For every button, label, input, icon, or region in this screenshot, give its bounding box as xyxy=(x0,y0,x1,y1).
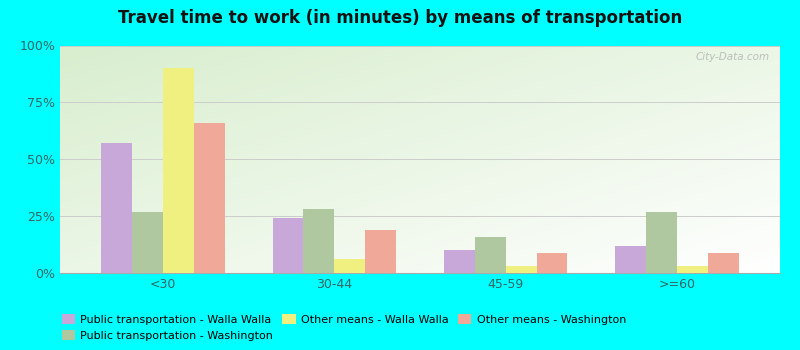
Bar xyxy=(132,211,163,273)
Bar xyxy=(615,246,646,273)
Bar xyxy=(334,259,365,273)
Bar xyxy=(475,237,506,273)
Bar xyxy=(708,253,739,273)
Bar xyxy=(506,266,537,273)
Bar xyxy=(101,144,132,273)
Text: Travel time to work (in minutes) by means of transportation: Travel time to work (in minutes) by mean… xyxy=(118,9,682,27)
Legend: Public transportation - Walla Walla, Public transportation - Washington, Other m: Public transportation - Walla Walla, Pub… xyxy=(62,314,626,341)
Bar xyxy=(537,253,567,273)
Bar xyxy=(365,230,396,273)
Bar xyxy=(163,68,194,273)
Text: City-Data.com: City-Data.com xyxy=(695,52,770,62)
Bar xyxy=(646,211,677,273)
Bar xyxy=(273,218,303,273)
Bar xyxy=(194,123,225,273)
Bar xyxy=(303,209,334,273)
Bar xyxy=(677,266,708,273)
Bar xyxy=(444,250,475,273)
